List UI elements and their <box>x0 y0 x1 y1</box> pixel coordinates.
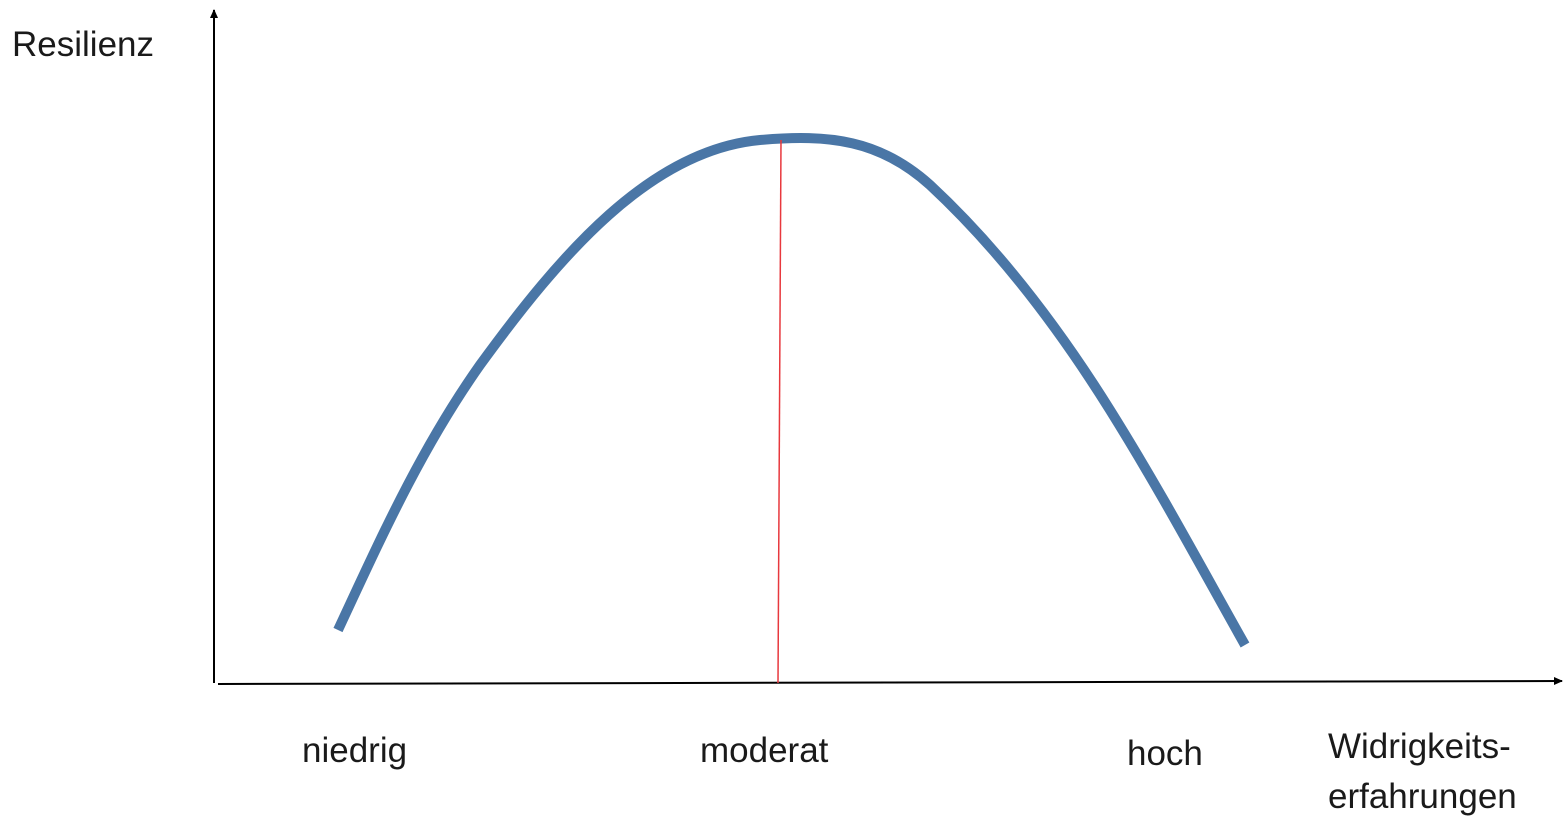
x-axis-label: Widrigkeits- <box>1328 727 1511 766</box>
y-axis-label: Resilienz <box>12 25 154 64</box>
peak-marker <box>777 139 782 684</box>
x-level-label: hoch <box>1127 734 1203 773</box>
x-level-label: moderat <box>700 731 829 770</box>
resilience-curve <box>333 133 1250 648</box>
x-axis <box>217 677 1563 686</box>
x-level-label: niedrig <box>302 731 407 770</box>
x-axis-label: erfahrungen <box>1328 777 1517 816</box>
